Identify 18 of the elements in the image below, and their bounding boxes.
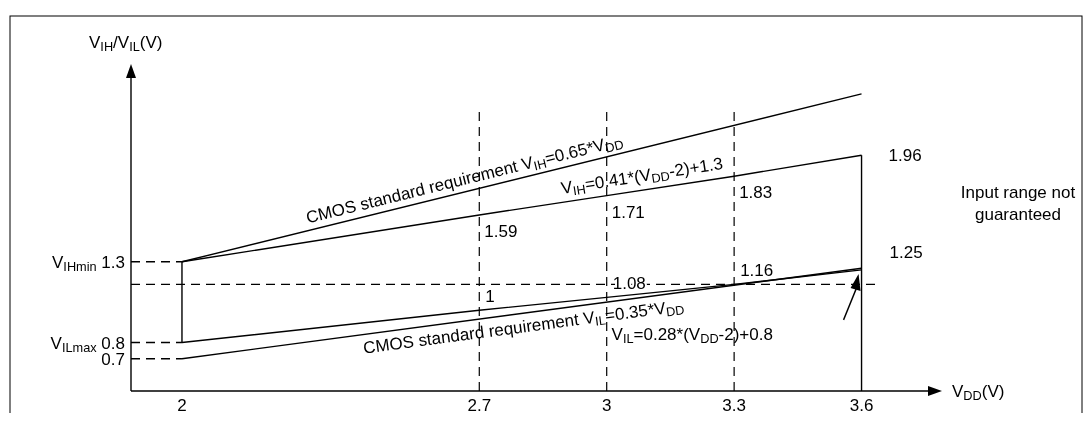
y-axis-title: V$_{IH}$/V$_{IL}$(V) [89, 33, 163, 55]
y-tick-label: 0.7 [101, 349, 125, 369]
data-label: 1.96 [888, 146, 922, 166]
x-tick-label: 3 [601, 396, 612, 415]
data-label: 1.71 [611, 202, 645, 222]
x-tick-label: 2.7 [467, 396, 492, 415]
x-axis-title: V$_{DD}$(V) [952, 382, 1005, 404]
data-label: 1.83 [739, 183, 773, 203]
data-label: 1.16 [740, 261, 774, 281]
y-tick-label: V$_{IHmin}$ 1.3 [52, 252, 125, 275]
x-tick-label: 3.6 [849, 396, 874, 415]
text: Input range not guaranteed [960, 183, 1076, 224]
data-label: 1 [485, 287, 495, 307]
series-label: V$_{IL}$=0.28*(V$_{DD}$-2)+0.8 [611, 324, 773, 347]
data-label: 1.25 [889, 242, 923, 262]
data-label: 1.59 [484, 221, 518, 241]
x-tick-label: 2 [177, 396, 187, 415]
x-tick-label: 3.3 [722, 396, 746, 415]
